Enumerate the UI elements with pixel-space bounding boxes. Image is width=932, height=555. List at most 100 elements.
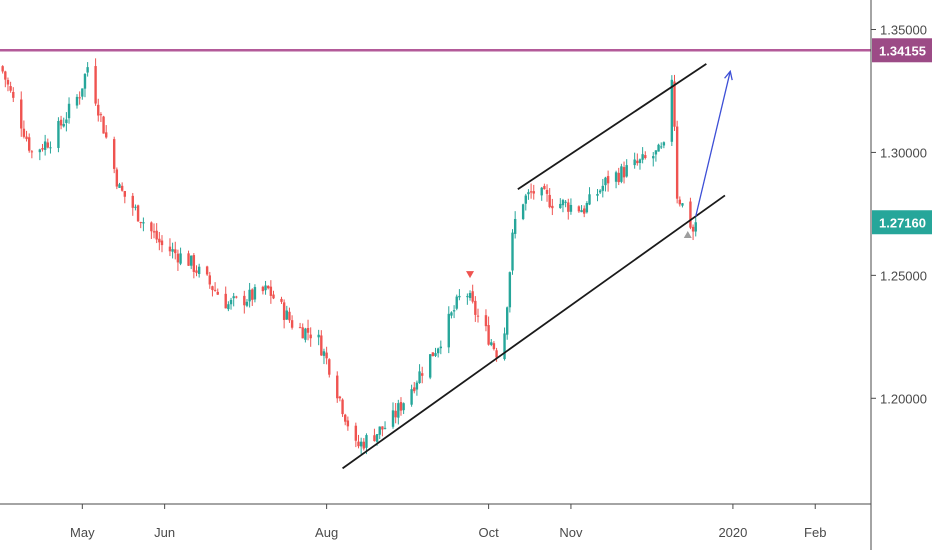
candle bbox=[383, 421, 387, 430]
candle bbox=[545, 184, 549, 202]
candle-body bbox=[373, 435, 376, 442]
candle bbox=[503, 327, 506, 361]
candle bbox=[99, 112, 103, 122]
candle-body bbox=[654, 150, 658, 155]
candle bbox=[139, 221, 142, 229]
candle-body bbox=[152, 231, 156, 233]
candle-body bbox=[99, 114, 103, 116]
candle bbox=[176, 249, 180, 271]
candle-body bbox=[689, 201, 692, 228]
candle-body bbox=[290, 320, 294, 328]
candle bbox=[264, 280, 267, 295]
candle-body bbox=[452, 310, 456, 312]
candle-body bbox=[625, 165, 628, 177]
y-tick-label: 1.25000 bbox=[880, 268, 927, 283]
candle bbox=[678, 196, 682, 207]
candle bbox=[20, 91, 23, 137]
candle-body bbox=[328, 359, 331, 375]
candle bbox=[306, 319, 310, 341]
candle-body bbox=[652, 156, 655, 159]
candle-body bbox=[65, 119, 68, 124]
candle bbox=[261, 285, 265, 295]
candle bbox=[9, 81, 12, 93]
candle-body bbox=[112, 139, 116, 169]
candle-body bbox=[309, 334, 312, 339]
candle-body bbox=[529, 191, 533, 193]
candle bbox=[4, 70, 7, 88]
candle-body bbox=[606, 176, 610, 184]
candle bbox=[357, 434, 360, 449]
candle bbox=[521, 203, 525, 221]
x-tick-label: Jun bbox=[154, 525, 175, 540]
candle-body bbox=[598, 190, 602, 193]
candle bbox=[513, 211, 517, 239]
candle-body bbox=[49, 147, 52, 149]
candle bbox=[152, 223, 156, 239]
candle-body bbox=[633, 159, 636, 166]
candle bbox=[280, 296, 283, 304]
candle bbox=[224, 286, 227, 309]
candle-body bbox=[638, 159, 642, 163]
candle bbox=[65, 112, 68, 132]
candle bbox=[421, 366, 424, 384]
candle bbox=[359, 437, 363, 454]
candle-body bbox=[397, 403, 400, 418]
candle bbox=[46, 138, 49, 149]
candle-body bbox=[325, 352, 328, 359]
candle-body bbox=[248, 289, 251, 302]
candle bbox=[428, 354, 432, 380]
candle-body bbox=[636, 160, 639, 164]
candle-body bbox=[402, 403, 405, 411]
candle bbox=[251, 288, 254, 306]
candle bbox=[455, 294, 458, 311]
candle bbox=[59, 115, 63, 130]
candle bbox=[243, 290, 246, 314]
candle bbox=[25, 130, 28, 142]
candle bbox=[336, 371, 339, 403]
candle-body bbox=[447, 313, 450, 348]
candle bbox=[638, 158, 642, 170]
candle bbox=[691, 224, 695, 241]
candle bbox=[245, 299, 249, 308]
candle-body bbox=[580, 210, 583, 213]
candle-body bbox=[171, 249, 174, 252]
candle bbox=[598, 189, 602, 195]
channel-support-line[interactable] bbox=[342, 194, 726, 470]
candle bbox=[391, 402, 395, 429]
candle-body bbox=[657, 144, 660, 152]
candle-body bbox=[338, 396, 342, 399]
candle-body bbox=[25, 136, 28, 140]
candle-body bbox=[115, 169, 119, 187]
drawing-overlays bbox=[0, 49, 871, 470]
down-triangle-marker-icon bbox=[466, 271, 475, 279]
candle bbox=[543, 183, 546, 190]
candle-body bbox=[189, 255, 193, 266]
candle-body bbox=[428, 354, 432, 378]
candle-body bbox=[415, 382, 419, 390]
candle-body bbox=[253, 287, 257, 300]
candle-body bbox=[142, 222, 145, 224]
candle-body bbox=[662, 142, 666, 146]
projection-arrow[interactable] bbox=[695, 69, 733, 217]
candle bbox=[492, 341, 496, 351]
candle-body bbox=[421, 373, 424, 376]
x-tick-label: 2020 bbox=[718, 525, 747, 540]
candle bbox=[527, 189, 530, 200]
x-tick-label: Nov bbox=[559, 525, 583, 540]
candle-body bbox=[1, 66, 4, 72]
x-tick-label: Oct bbox=[478, 525, 499, 540]
candle-body bbox=[694, 222, 697, 232]
candle bbox=[354, 422, 358, 448]
candle bbox=[115, 167, 119, 190]
candle-body bbox=[673, 81, 676, 127]
candle-body bbox=[508, 272, 512, 308]
candle-body bbox=[9, 86, 12, 91]
candle bbox=[134, 204, 137, 211]
price-label-box bbox=[872, 210, 932, 235]
candle-body bbox=[197, 266, 201, 274]
channel-resistance-line[interactable] bbox=[517, 63, 707, 191]
candle-body bbox=[105, 132, 108, 138]
candle-body bbox=[620, 166, 623, 182]
candle bbox=[171, 242, 174, 259]
